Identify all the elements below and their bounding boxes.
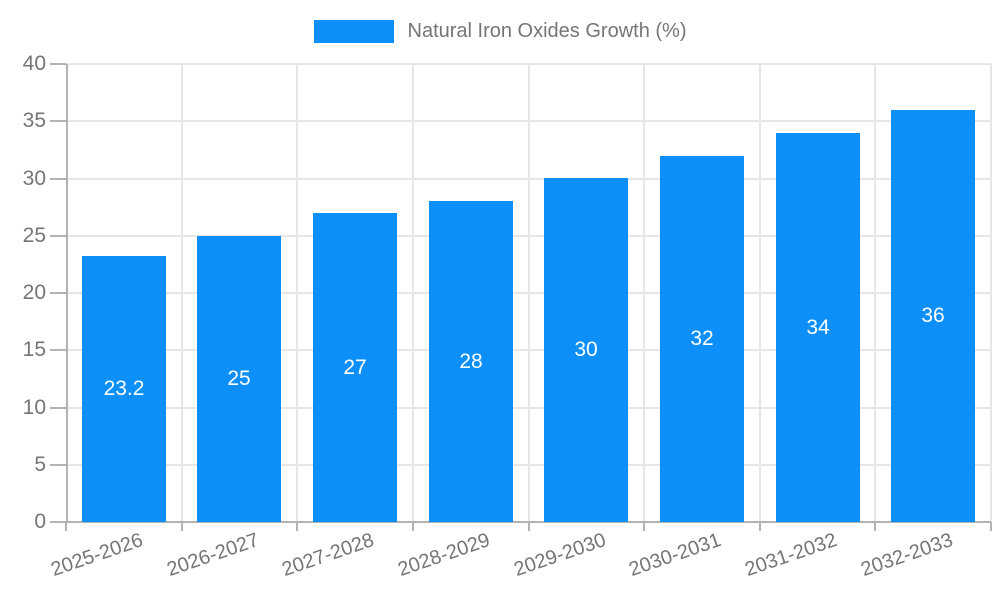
y-tick-label: 40	[22, 52, 46, 75]
x-tick-label: 2031-2032	[742, 529, 840, 581]
v-gridline	[527, 64, 530, 522]
v-gridline	[758, 64, 761, 522]
x-tick	[527, 522, 530, 531]
y-tick-label: 5	[34, 452, 46, 476]
y-tick-label: 15	[22, 338, 46, 362]
bar-value-label: 32	[690, 327, 714, 350]
y-tick	[50, 63, 66, 65]
bar[interactable]: 30	[544, 178, 628, 522]
x-tick	[990, 522, 992, 531]
x-tick	[296, 522, 299, 531]
bar[interactable]: 23.2	[82, 256, 166, 522]
v-gridline	[296, 64, 299, 522]
bar-value-label: 28	[459, 349, 483, 373]
x-tick	[758, 522, 761, 531]
bar-value-label: 27	[343, 355, 367, 379]
y-tick	[50, 463, 66, 466]
legend-item[interactable]: Natural Iron Oxides Growth (%)	[0, 20, 1000, 43]
x-tick-label: 2026-2027	[163, 529, 262, 581]
v-gridline	[180, 64, 183, 522]
y-tick	[50, 120, 66, 123]
bar[interactable]: 25	[197, 236, 281, 522]
bar[interactable]: 36	[891, 110, 975, 522]
bar-value-label: 34	[806, 315, 830, 339]
v-gridline	[990, 64, 992, 522]
y-axis-line	[66, 64, 68, 522]
x-tick-label: 2028-2029	[395, 529, 493, 581]
x-tick	[411, 522, 414, 531]
v-gridline	[643, 64, 646, 522]
x-tick-label: 2032-2033	[857, 529, 956, 581]
x-tick-label: 2030-2031	[626, 529, 725, 581]
x-tick	[180, 522, 183, 531]
bar[interactable]: 28	[429, 201, 513, 522]
bar[interactable]: 34	[776, 133, 860, 522]
legend-label: Natural Iron Oxides Growth (%)	[407, 20, 687, 42]
bar[interactable]: 27	[313, 213, 397, 522]
y-tick-label: 0	[34, 510, 46, 533]
bar[interactable]: 32	[660, 156, 744, 522]
y-tick-label: 35	[22, 109, 46, 133]
y-tick-label: 30	[22, 166, 46, 190]
y-tick	[50, 234, 66, 237]
x-tick-label: 2029-2030	[510, 529, 609, 581]
y-tick	[50, 177, 66, 180]
v-gridline	[411, 64, 414, 522]
bar-value-label: 25	[227, 367, 251, 390]
y-tick	[50, 349, 66, 352]
bar-value-label: 30	[574, 338, 598, 361]
bar-value-label: 23.2	[103, 377, 145, 400]
v-gridline	[874, 64, 877, 522]
x-tick-label: 2025-2026	[48, 529, 146, 581]
bar-value-label: 36	[921, 304, 945, 327]
y-tick	[50, 521, 66, 523]
y-tick-label: 10	[22, 395, 46, 419]
legend-swatch	[313, 20, 394, 43]
x-tick	[874, 522, 877, 531]
y-tick-label: 25	[22, 223, 46, 247]
y-tick-label: 20	[22, 281, 46, 304]
y-tick	[50, 292, 66, 294]
x-tick	[65, 522, 67, 531]
x-tick-label: 2027-2028	[279, 529, 378, 581]
x-tick	[643, 522, 646, 531]
y-tick	[50, 406, 66, 409]
